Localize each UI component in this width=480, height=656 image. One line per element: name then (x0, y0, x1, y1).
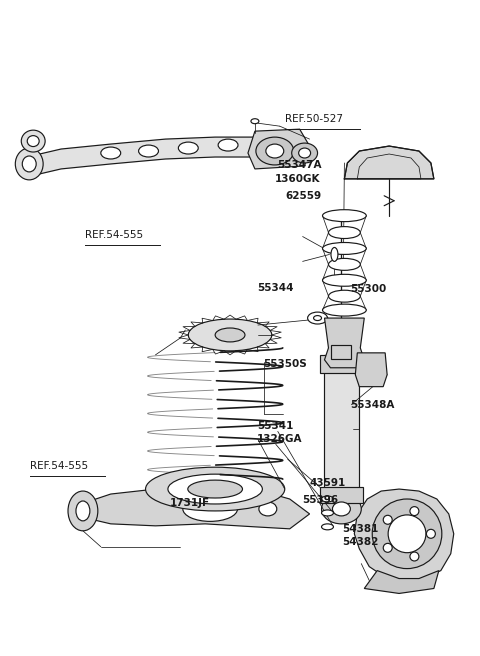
Text: REF.50-527: REF.50-527 (285, 114, 343, 124)
Ellipse shape (101, 147, 120, 159)
Ellipse shape (410, 552, 419, 561)
Text: 55350S: 55350S (263, 359, 307, 369)
Ellipse shape (27, 136, 39, 146)
Ellipse shape (331, 247, 338, 261)
Ellipse shape (215, 328, 245, 342)
Polygon shape (344, 146, 434, 179)
Ellipse shape (218, 139, 238, 151)
Ellipse shape (68, 491, 98, 531)
Ellipse shape (183, 497, 238, 522)
Ellipse shape (328, 258, 360, 270)
Ellipse shape (179, 142, 198, 154)
Ellipse shape (322, 496, 334, 502)
Ellipse shape (251, 119, 259, 124)
Ellipse shape (426, 529, 435, 539)
Ellipse shape (76, 501, 90, 521)
Ellipse shape (168, 474, 263, 504)
FancyBboxPatch shape (320, 355, 363, 373)
Ellipse shape (372, 499, 442, 569)
Polygon shape (31, 137, 265, 176)
Text: 55347A: 55347A (277, 160, 322, 170)
Text: 55341: 55341 (257, 421, 293, 431)
FancyBboxPatch shape (324, 355, 360, 499)
Polygon shape (354, 489, 454, 581)
Text: 54382: 54382 (343, 537, 379, 547)
Ellipse shape (323, 210, 366, 222)
Text: 43591: 43591 (309, 478, 346, 488)
Text: 55344: 55344 (257, 283, 293, 293)
Text: 1731JF: 1731JF (170, 498, 210, 508)
Ellipse shape (145, 467, 285, 511)
Text: 55300: 55300 (350, 284, 386, 294)
Ellipse shape (328, 226, 360, 239)
Text: 55396: 55396 (302, 495, 338, 504)
Ellipse shape (383, 516, 392, 524)
Text: 54381: 54381 (343, 524, 379, 534)
Text: 1326GA: 1326GA (257, 434, 302, 444)
Ellipse shape (410, 506, 419, 516)
Ellipse shape (292, 143, 318, 163)
Ellipse shape (322, 494, 361, 524)
Ellipse shape (15, 148, 43, 180)
Polygon shape (81, 487, 310, 529)
Ellipse shape (299, 148, 311, 158)
Ellipse shape (139, 145, 158, 157)
Polygon shape (364, 571, 439, 594)
Text: REF.54-555: REF.54-555 (85, 230, 143, 240)
Text: 62559: 62559 (285, 192, 322, 201)
Ellipse shape (388, 515, 426, 553)
Text: REF.54-555: REF.54-555 (30, 461, 88, 471)
Ellipse shape (322, 524, 334, 530)
Polygon shape (355, 353, 387, 386)
Polygon shape (324, 318, 364, 368)
Ellipse shape (188, 319, 272, 351)
Ellipse shape (383, 543, 392, 552)
Ellipse shape (256, 137, 294, 165)
Text: 55348A: 55348A (350, 400, 394, 410)
Ellipse shape (266, 144, 284, 158)
Ellipse shape (323, 243, 366, 255)
Text: 1360GK: 1360GK (275, 174, 320, 184)
Ellipse shape (333, 502, 350, 516)
Polygon shape (248, 129, 310, 169)
Ellipse shape (188, 480, 242, 498)
Ellipse shape (328, 290, 360, 302)
Ellipse shape (323, 274, 366, 286)
Ellipse shape (322, 510, 334, 516)
Ellipse shape (22, 156, 36, 172)
Ellipse shape (313, 316, 322, 321)
FancyBboxPatch shape (332, 345, 351, 359)
Ellipse shape (21, 130, 45, 152)
Ellipse shape (308, 312, 327, 324)
Ellipse shape (259, 502, 277, 516)
Ellipse shape (323, 304, 366, 316)
FancyBboxPatch shape (320, 487, 363, 503)
